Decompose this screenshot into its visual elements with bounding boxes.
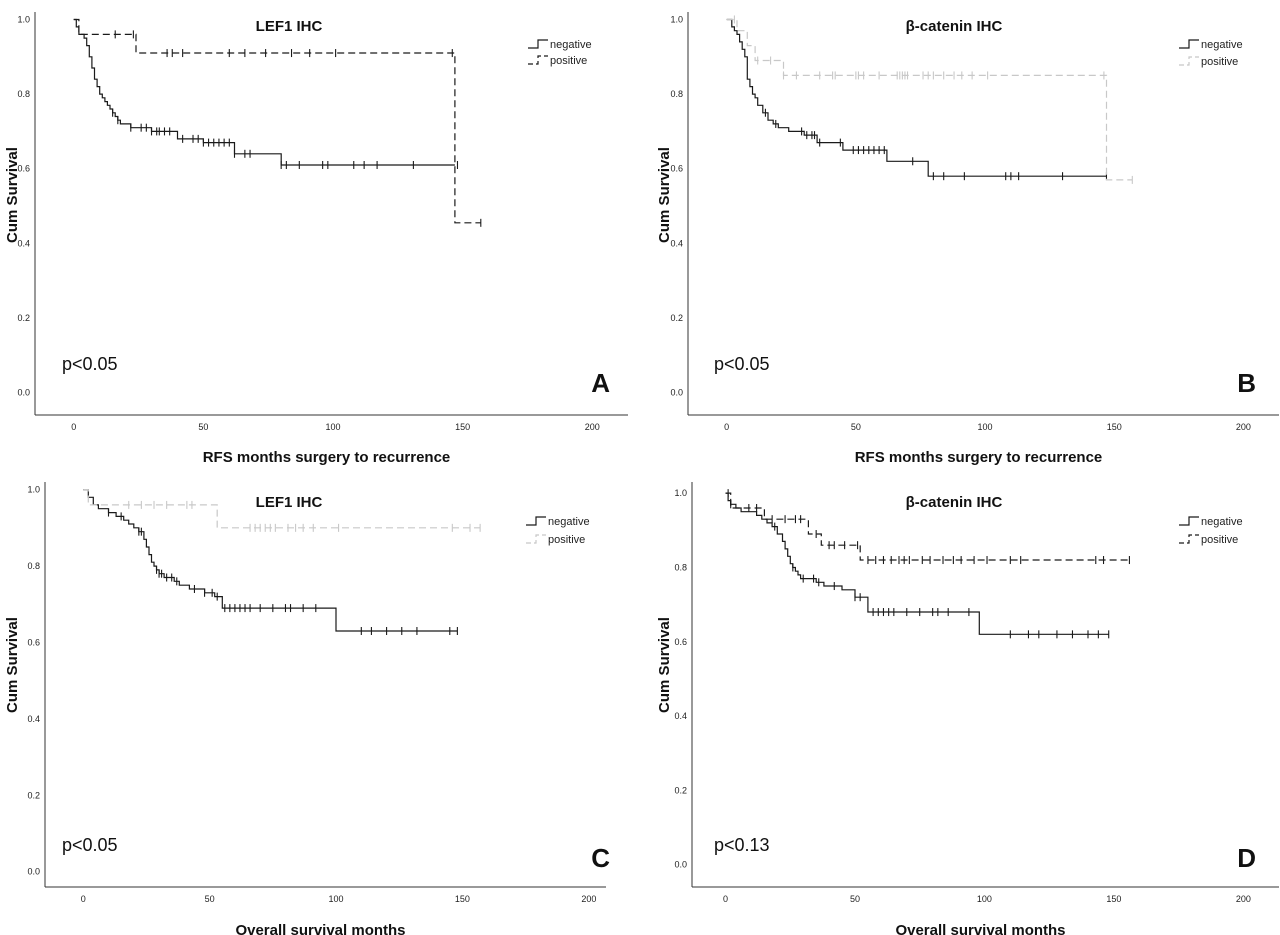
x-tick-label: 200	[1236, 894, 1251, 904]
x-axis-label: Overall survival months	[895, 922, 1065, 935]
y-axis-label: Cum Survival	[4, 147, 21, 243]
x-tick-label: 150	[1107, 422, 1122, 432]
x-tick-label: 50	[205, 894, 215, 904]
panel-letter: D	[1237, 843, 1256, 873]
legend-label-negative: negative	[550, 39, 592, 51]
x-tick-label: 50	[851, 422, 861, 432]
legend-label-negative: negative	[1201, 516, 1243, 528]
x-tick-label: 150	[455, 894, 470, 904]
survival-curve-positive	[83, 489, 481, 529]
y-tick-label: 0.8	[674, 562, 687, 572]
p-value-annotation: p<0.05	[62, 835, 118, 855]
y-tick-label: 1.0	[670, 14, 683, 24]
legend-swatch-positive	[526, 534, 546, 544]
p-value-annotation: p<0.05	[62, 354, 118, 374]
chart-title: LEF1 IHC	[256, 18, 323, 35]
y-axis-label: Cum Survival	[4, 617, 21, 713]
panel-letter: B	[1237, 368, 1256, 398]
x-axis-label: RFS months surgery to recurrence	[855, 449, 1103, 466]
chart-title: β-catenin IHC	[906, 494, 1003, 511]
panel-A: 0.0 0.2 0.4 0.6 0.8 1.0 0 50 100 150 200 LEF1 IHC RF…	[4, 12, 628, 466]
x-tick-label: 100	[326, 422, 341, 432]
y-tick-label: 0.2	[27, 790, 40, 800]
x-tick-label: 100	[329, 894, 344, 904]
x-axis-label: RFS months surgery to recurrence	[203, 449, 451, 466]
y-tick-label: 0.0	[27, 867, 40, 877]
legend-swatch-negative	[526, 516, 546, 526]
survival-curve-negative	[83, 489, 458, 632]
chart-title: β-catenin IHC	[906, 18, 1003, 35]
survival-curve-positive	[73, 18, 481, 224]
survival-curve-positive	[725, 492, 1130, 561]
y-tick-label: 0.6	[670, 164, 683, 174]
legend-label-positive: positive	[1201, 56, 1238, 68]
y-tick-label: 0.2	[674, 785, 687, 795]
y-tick-label: 0.0	[674, 860, 687, 870]
x-tick-label: 50	[198, 422, 208, 432]
legend-label-negative: negative	[1201, 39, 1243, 51]
legend-swatch-positive	[1179, 534, 1199, 544]
y-tick-label: 0.4	[674, 711, 687, 721]
legend-label-positive: positive	[1201, 534, 1238, 546]
x-tick-label: 0	[723, 894, 728, 904]
x-tick-label: 200	[581, 894, 596, 904]
y-tick-label: 0.6	[17, 164, 30, 174]
survival-curve-negative	[73, 18, 455, 166]
y-axis-label: Cum Survival	[656, 147, 673, 243]
y-tick-label: 0.2	[17, 313, 30, 323]
y-tick-label: 0.2	[670, 313, 683, 323]
x-tick-label: 150	[1106, 894, 1121, 904]
legend-swatch-negative	[1179, 39, 1199, 49]
legend-label-positive: positive	[548, 534, 585, 546]
x-axis-label: Overall survival months	[235, 922, 405, 935]
legend-swatch-negative	[528, 39, 548, 49]
x-tick-label: 0	[81, 894, 86, 904]
y-tick-label: 0.0	[17, 388, 30, 398]
survival-curve-negative	[726, 18, 1107, 177]
y-axis-label: Cum Survival	[656, 617, 673, 713]
y-tick-label: 0.6	[674, 637, 687, 647]
x-tick-label: 200	[1236, 422, 1251, 432]
y-tick-label: 0.0	[670, 388, 683, 398]
y-tick-label: 1.0	[674, 488, 687, 498]
x-tick-label: 0	[71, 422, 76, 432]
y-tick-label: 0.4	[670, 238, 683, 248]
panel-letter: C	[591, 843, 610, 873]
y-tick-label: 0.8	[670, 89, 683, 99]
x-tick-label: 0	[724, 422, 729, 432]
legend-label-negative: negative	[548, 516, 590, 528]
y-tick-label: 1.0	[17, 14, 30, 24]
y-tick-label: 0.8	[17, 89, 30, 99]
panel-C: 0.0 0.2 0.4 0.6 0.8 1.0 0 50 100 150 200 LEF1 IHC Ov…	[4, 482, 610, 935]
legend-swatch-positive	[528, 55, 548, 65]
x-tick-label: 200	[585, 422, 600, 432]
legend-swatch-positive	[1179, 56, 1199, 66]
legend-swatch-negative	[1179, 516, 1199, 526]
panel-D: 0.0 0.2 0.4 0.6 0.8 1.0 0 50 100 150 200 β-catenin …	[656, 482, 1279, 935]
p-value-annotation: p<0.13	[714, 835, 770, 855]
legend-label-positive: positive	[550, 55, 587, 67]
chart-title: LEF1 IHC	[256, 494, 323, 511]
y-tick-label: 0.4	[17, 238, 30, 248]
x-tick-label: 100	[977, 894, 992, 904]
panel-B: 0.0 0.2 0.4 0.6 0.8 1.0 0 50 100 150 200 β-catenin …	[656, 12, 1279, 466]
y-tick-label: 0.8	[27, 561, 40, 571]
x-tick-label: 50	[850, 894, 860, 904]
y-tick-label: 1.0	[27, 485, 40, 495]
survival-curve-negative	[725, 492, 1109, 635]
panel-letter: A	[591, 368, 610, 398]
x-tick-label: 100	[978, 422, 993, 432]
y-tick-label: 0.4	[27, 714, 40, 724]
x-tick-label: 150	[455, 422, 470, 432]
survival-curve-positive	[726, 18, 1133, 181]
p-value-annotation: p<0.05	[714, 354, 770, 374]
y-tick-label: 0.6	[27, 637, 40, 647]
